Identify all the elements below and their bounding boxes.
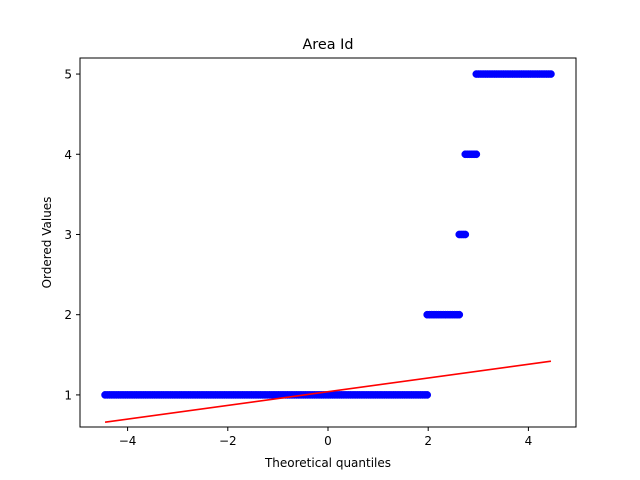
- chart-title: Area Id: [302, 37, 353, 53]
- x-tick-label: 4: [525, 434, 533, 448]
- y-axis-label: Ordered Values: [40, 197, 54, 289]
- fit-line-layer: [104, 360, 552, 423]
- data-point: [472, 150, 481, 159]
- data-point: [461, 230, 470, 239]
- data-point: [423, 391, 432, 399]
- data-point: [547, 70, 555, 78]
- x-tick-label: 2: [424, 434, 432, 448]
- plot-area: [101, 70, 555, 423]
- x-tick-label: −4: [119, 434, 137, 448]
- fit-line: [104, 360, 552, 423]
- x-tick-label: 0: [324, 434, 332, 448]
- data-point: [455, 310, 464, 319]
- y-axis-ticks: 1 2 3 4 5: [64, 68, 80, 402]
- y-tick-label: 3: [64, 228, 72, 242]
- y-tick-label: 4: [64, 148, 72, 162]
- y-tick-label: 2: [64, 308, 72, 322]
- y-tick-label: 5: [64, 68, 72, 82]
- x-tick-label: −2: [219, 434, 237, 448]
- y-tick-label: 1: [64, 388, 72, 402]
- x-axis-ticks: −4 −2 0 2 4: [119, 427, 532, 448]
- x-axis-label: Theoretical quantiles: [264, 456, 391, 470]
